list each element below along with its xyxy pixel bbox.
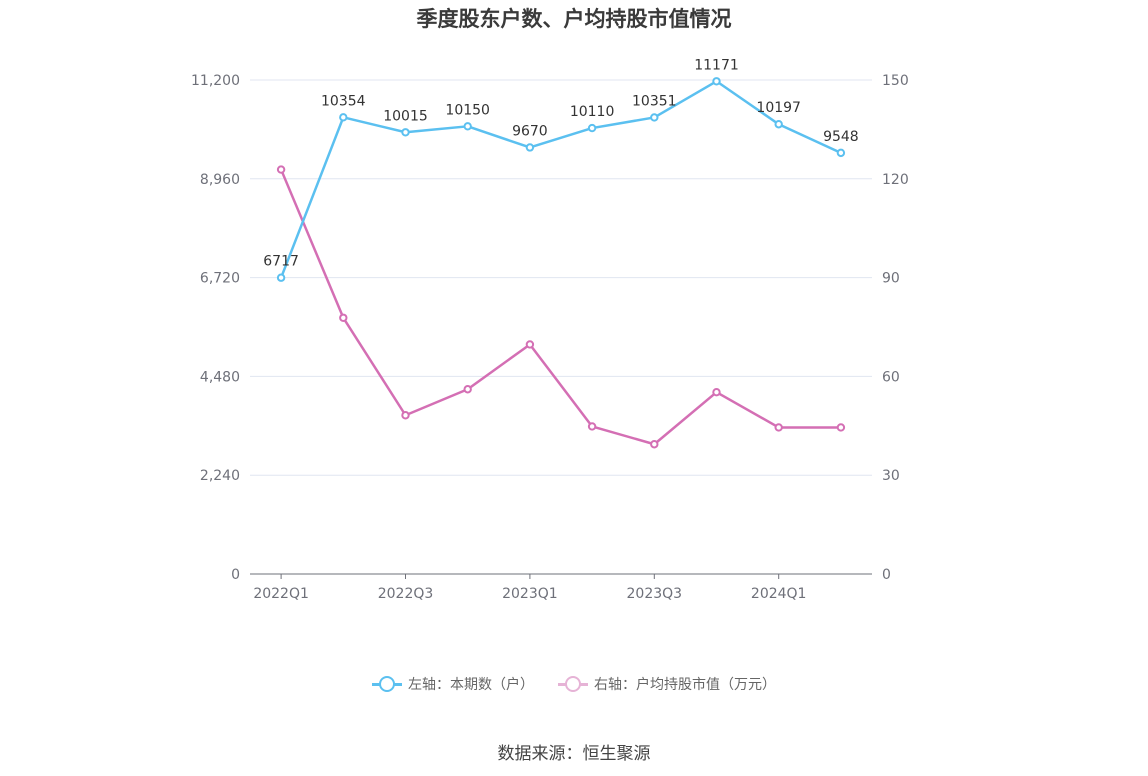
data-point <box>587 123 597 133</box>
data-label: 10197 <box>756 100 801 116</box>
y-left-tick-label: 11,200 <box>191 73 240 89</box>
data-point <box>401 411 410 420</box>
y-left-tick-label: 6,720 <box>200 271 240 287</box>
legend-swatch-left <box>372 674 402 694</box>
data-point <box>587 422 597 431</box>
data-label: 10351 <box>632 93 677 109</box>
y-right-tick-label: 120 <box>882 172 909 188</box>
legend-item-left-series[interactable]: 左轴：本期数（户） <box>372 674 534 694</box>
y-right-tick-label: 0 <box>882 567 891 583</box>
data-point <box>650 113 659 122</box>
y-left-tick-label: 4,480 <box>200 369 240 385</box>
x-tick-label: 2022Q1 <box>253 586 309 602</box>
legend-label-left: 左轴：本期数（户） <box>408 677 534 693</box>
series-line-right <box>279 169 841 446</box>
x-tick-label: 2023Q1 <box>502 586 558 602</box>
series <box>276 77 846 449</box>
data-point <box>276 165 286 174</box>
data-label: 10015 <box>383 108 428 124</box>
data-labels: 6717 10354 10015 10150 9670 10110 10351 11171 10… <box>263 57 858 269</box>
data-point <box>836 423 846 432</box>
data-label: 9548 <box>823 129 859 145</box>
y-right-tick-label: 150 <box>882 73 909 89</box>
data-label: 10150 <box>445 102 490 118</box>
grid-lines <box>250 79 872 476</box>
legend-swatch-right <box>558 674 588 694</box>
data-point <box>525 340 535 349</box>
data-point <box>339 113 348 122</box>
data-point <box>463 385 472 394</box>
data-point <box>276 273 286 282</box>
data-label: 10110 <box>570 104 615 120</box>
chart-title: 季度股东户数、户均持股市值情况 <box>416 7 732 31</box>
legend-label-right: 右轴：户均持股市值（万元） <box>594 677 776 693</box>
data-point <box>463 122 472 131</box>
data-point <box>525 143 535 152</box>
series-line-left <box>279 80 842 279</box>
data-label: 10354 <box>321 93 366 109</box>
x-tick-label: 2022Q3 <box>378 586 434 602</box>
y-right-tick-label: 90 <box>882 271 900 287</box>
data-point <box>774 120 783 129</box>
y-right-tick-label: 30 <box>882 468 900 484</box>
y-left-tick-label: 0 <box>231 567 240 583</box>
source-note: 数据来源：恒生聚源 <box>497 744 651 764</box>
data-point <box>650 440 659 449</box>
axes: 0 0 2,240 30 4,480 60 6,720 90 8,960 120 11,200 150… <box>191 73 909 602</box>
x-tick-label: 2023Q3 <box>627 586 683 602</box>
data-point <box>712 77 721 86</box>
y-left-tick-label: 2,240 <box>200 468 240 484</box>
data-point <box>339 313 348 322</box>
data-point <box>712 388 721 397</box>
data-label: 9670 <box>512 123 548 139</box>
data-point <box>836 148 846 158</box>
data-label: 6717 <box>263 254 299 270</box>
legend: 左轴：本期数（户） 右轴：户均持股市值（万元） <box>0 674 1148 694</box>
y-left-tick-label: 8,960 <box>200 172 240 188</box>
data-point <box>774 423 783 432</box>
data-point <box>401 128 410 137</box>
x-tick-label: 2024Q1 <box>751 586 807 602</box>
legend-item-right-series[interactable]: 右轴：户均持股市值（万元） <box>558 674 776 694</box>
data-label: 11171 <box>694 57 739 73</box>
y-right-tick-label: 60 <box>882 369 900 385</box>
